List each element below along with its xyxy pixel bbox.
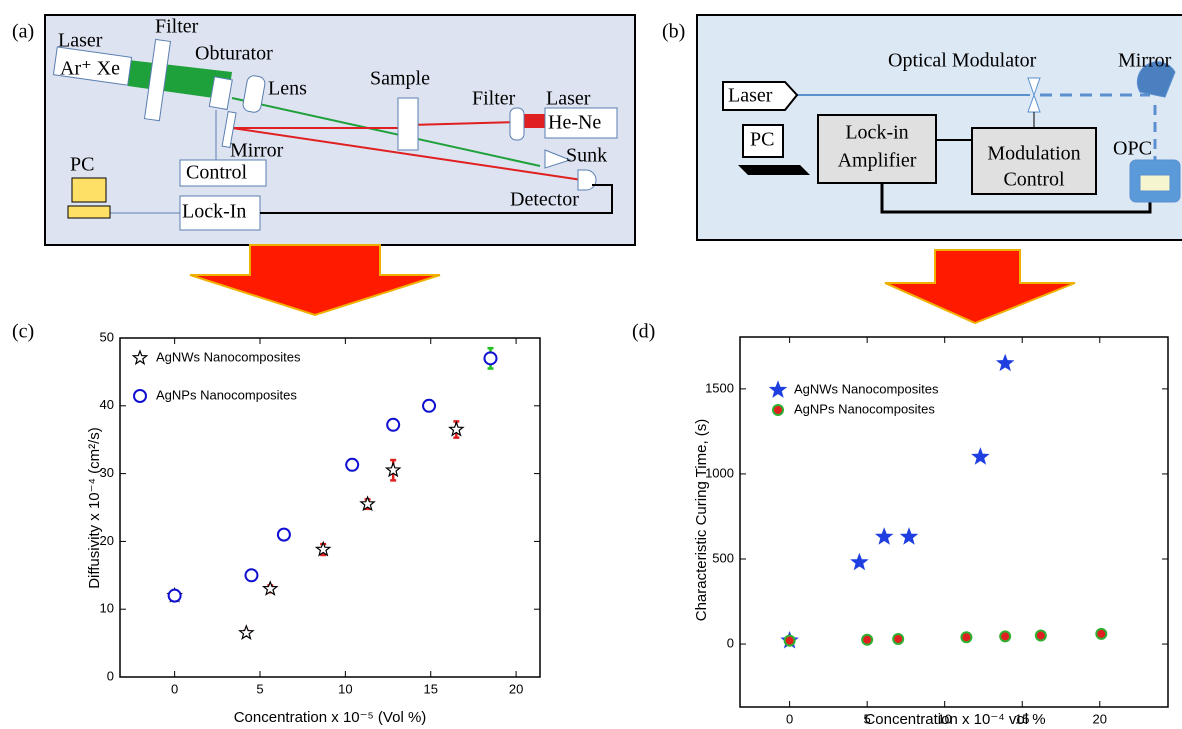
x-axis-label: Concentration x 10⁻⁴ vol % — [864, 711, 1045, 728]
marker — [314, 540, 332, 557]
marker — [1095, 627, 1108, 640]
x-tick-label: 15 — [1015, 711, 1029, 726]
diagram-text: Ar⁺ Xe — [60, 58, 120, 80]
y-tick-label: 40 — [100, 397, 114, 412]
marker — [899, 527, 919, 545]
arrow — [189, 244, 441, 317]
diagram-text: Lock-In — [182, 201, 246, 223]
diagram-text: Mirror — [230, 140, 284, 162]
y-tick-label: 10 — [100, 601, 114, 616]
y-tick-label: 1500 — [705, 380, 734, 395]
plot-frame — [119, 337, 541, 678]
marker — [384, 461, 402, 478]
diagram-text: Laser — [546, 88, 591, 110]
diagram-text: Filter — [155, 16, 199, 38]
diagram-text: Laser — [728, 85, 773, 107]
diagram-b — [696, 14, 1182, 241]
diagram-text: Filter — [472, 88, 516, 110]
marker — [1034, 629, 1047, 642]
diagram-text: Obturator — [195, 43, 273, 65]
y-axis-label: Diffusivity x 10⁻⁴ (cm²/s) — [86, 427, 103, 589]
y-tick-label: 20 — [100, 533, 114, 548]
marker — [167, 588, 182, 603]
marker — [244, 568, 259, 583]
panel-label: (c) — [12, 321, 34, 343]
diagram-text: Detector — [510, 189, 579, 211]
diagram-text: He-Ne — [548, 112, 601, 134]
legend-label: AgNWs Nanocomposites — [156, 349, 301, 364]
marker — [783, 634, 796, 647]
diagram-text: PC — [750, 129, 774, 151]
x-tick-label: 0 — [171, 681, 178, 696]
diagram-text: Lock-in — [845, 122, 908, 144]
x-tick-label: 0 — [786, 711, 793, 726]
x-tick-label: 20 — [1093, 711, 1107, 726]
marker — [359, 495, 376, 512]
panel-label: (b) — [662, 21, 685, 43]
x-tick-label: 5 — [256, 681, 263, 696]
legend-marker — [133, 389, 147, 403]
marker — [861, 633, 874, 646]
legend-label: AgNPs Nanocomposites — [794, 401, 935, 416]
legend-marker — [768, 380, 788, 398]
marker — [238, 624, 255, 640]
legend-label: AgNPs Nanocomposites — [156, 387, 297, 402]
diagram-text: Sample — [370, 68, 430, 90]
x-tick-label: 10 — [338, 681, 352, 696]
diagram-text: Sunk — [566, 145, 607, 167]
marker — [850, 552, 869, 571]
y-axis-label: Characteristic Curing Time, (s) — [693, 419, 710, 622]
y-tick-label: 30 — [100, 465, 114, 480]
marker — [995, 353, 1015, 372]
marker — [483, 351, 498, 366]
diagram-text: PC — [70, 154, 94, 176]
marker — [386, 417, 401, 432]
diagram-text: OPC — [1113, 138, 1152, 160]
y-tick-label: 0 — [727, 635, 734, 650]
diagram-text: Mirror — [1118, 50, 1172, 72]
x-axis-label: Concentration x 10⁻⁵ (Vol %) — [234, 709, 427, 726]
diagram-text: Laser — [58, 30, 103, 52]
x-tick-label: 20 — [509, 681, 523, 696]
marker — [261, 580, 279, 596]
diagram-text: Lens — [268, 78, 307, 100]
marker — [999, 630, 1012, 643]
marker — [874, 527, 894, 545]
x-tick-label: 5 — [864, 711, 871, 726]
legend-marker — [772, 404, 784, 416]
diagram-text: Control — [1003, 169, 1065, 191]
marker — [276, 527, 291, 542]
marker — [422, 398, 437, 413]
panel-label: (d) — [632, 321, 655, 343]
diagram-text: Modulation — [987, 143, 1080, 165]
arrow — [884, 249, 1076, 325]
diagram-text: Amplifier — [838, 150, 917, 172]
x-tick-label: 10 — [937, 711, 951, 726]
plot-frame — [739, 336, 1169, 708]
diagram-text: Optical Modulator — [888, 50, 1037, 72]
diagram-text: Control — [186, 162, 248, 184]
marker — [892, 632, 905, 645]
panel-label: (a) — [12, 21, 34, 43]
marker — [448, 420, 465, 437]
y-tick-label: 1000 — [705, 465, 734, 480]
y-tick-label: 500 — [712, 550, 734, 565]
marker — [960, 631, 973, 644]
y-tick-label: 0 — [107, 668, 114, 683]
legend-label: AgNWs Nanocomposites — [794, 381, 939, 396]
y-tick-label: 50 — [100, 329, 114, 344]
marker — [971, 447, 990, 465]
marker — [345, 457, 360, 472]
x-tick-label: 15 — [423, 681, 437, 696]
legend-marker — [131, 349, 149, 366]
diagram-a — [44, 14, 636, 246]
